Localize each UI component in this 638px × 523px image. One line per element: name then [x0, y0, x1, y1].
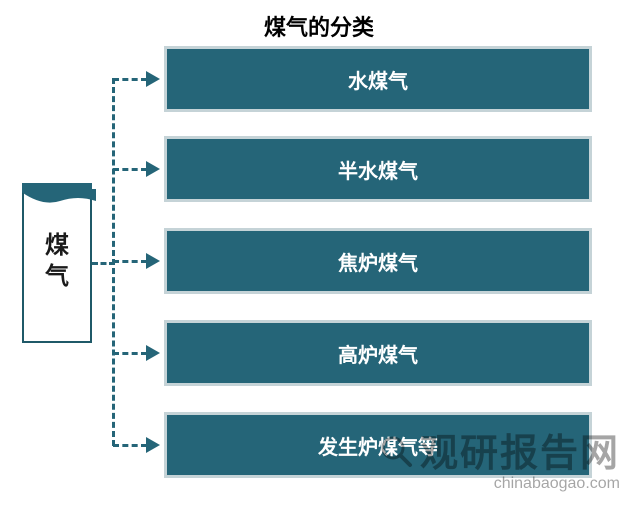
root-label: 煤 气: [24, 230, 90, 292]
diagram-title: 煤气的分类: [0, 0, 638, 42]
watermark: 观研报告网 chinabaogao.com: [378, 422, 620, 493]
arrow-icon: [146, 253, 160, 269]
category-label: 焦炉煤气: [338, 247, 418, 276]
category-label: 半水煤气: [338, 155, 418, 184]
category-box-2: 焦炉煤气: [164, 228, 592, 294]
connector-h-1: [113, 168, 147, 171]
connector-h-0: [113, 78, 147, 81]
category-box-0: 水煤气: [164, 46, 592, 112]
category-box-3: 高炉煤气: [164, 320, 592, 386]
connector-h-4: [113, 444, 147, 447]
arrow-icon: [146, 71, 160, 87]
arrow-icon: [146, 161, 160, 177]
root-label-1: 煤: [24, 230, 90, 261]
category-box-1: 半水煤气: [164, 136, 592, 202]
arrow-icon: [146, 345, 160, 361]
magnifier-icon: [378, 433, 414, 479]
root-label-2: 气: [24, 261, 90, 292]
connector-h-2: [113, 260, 147, 263]
root-curve: [22, 189, 96, 209]
category-label: 水煤气: [348, 65, 408, 94]
arrow-icon: [146, 437, 160, 453]
watermark-cn: 观研报告网: [420, 433, 620, 475]
connector-h-3: [113, 352, 147, 355]
root-node: 煤 气: [22, 183, 92, 343]
category-label: 高炉煤气: [338, 339, 418, 368]
